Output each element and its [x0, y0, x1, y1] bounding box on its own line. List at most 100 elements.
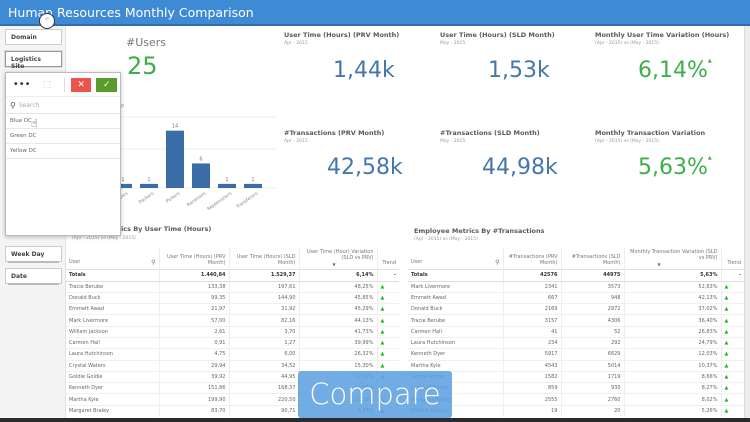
- value-cell: 39,99%: [298, 336, 377, 349]
- column-header[interactable]: #Transactions (PRV Month): [502, 247, 561, 269]
- column-header[interactable]: Monthly Transaction Variation (SLD vs PR…: [623, 247, 721, 269]
- value-cell: 292: [560, 336, 624, 349]
- trend-up-icon: ▲: [376, 280, 399, 293]
- sort-descending-icon[interactable]: ▼: [332, 261, 336, 267]
- search-icon[interactable]: ⚲: [495, 259, 500, 266]
- filter-label: Domain: [11, 34, 37, 41]
- bar-consultants[interactable]: [114, 183, 132, 188]
- table-row[interactable]: Martha Kyle 4543 5014 10,37% ▲: [408, 359, 744, 372]
- user-name-cell: Tracie Berube: [66, 280, 159, 293]
- filter-progress-bar: [8, 283, 59, 285]
- value-cell: 39,92: [158, 370, 229, 383]
- trend-up-icon: ▲: [720, 303, 744, 315]
- bar-value-label: 1: [251, 177, 254, 183]
- totals-row[interactable]: Totals 1.440,84 1.529,37 6,14% -: [66, 268, 399, 282]
- x-tick-label: Receivers: [186, 190, 208, 208]
- sort-descending-icon[interactable]: ▼: [657, 261, 661, 267]
- column-header[interactable]: User Time (Hour) Variation (SLD vs PRV) ▼: [298, 247, 377, 269]
- table-row[interactable]: William Jackson19205,26%▲: [408, 404, 744, 417]
- search-icon[interactable]: ⚲: [151, 259, 156, 266]
- filter-label: Logistics Site: [11, 56, 41, 70]
- value-cell: 930: [560, 382, 624, 394]
- table-row[interactable]: Laura Hutchinson 234 292 24,79% ▲: [408, 336, 744, 349]
- user-name-cell: Donald Buck: [66, 291, 159, 304]
- table-row[interactable]: Donald Buck 99,35 144,90 45,85% ▲: [66, 291, 399, 304]
- value-cell: 1719: [560, 370, 624, 383]
- listbox-item-green-dc[interactable]: Green DC: [6, 129, 120, 144]
- value-cell: 5014: [560, 359, 624, 372]
- value-cell: 133,38: [158, 280, 229, 293]
- column-header-user[interactable]: User ⚲: [411, 259, 500, 266]
- bar-replenishers[interactable]: [218, 183, 236, 188]
- confirm-selection-button[interactable]: ✓: [96, 77, 118, 92]
- lasso-select-icon[interactable]: ⬚: [42, 79, 52, 90]
- table-row[interactable]: Mark Livermore 2341 3573 52,63% ▲: [408, 280, 744, 293]
- more-options-icon[interactable]: •••: [12, 79, 31, 90]
- table-row[interactable]: Tracie Berube 3157 4306 36,40% ▲: [408, 314, 744, 327]
- app-title: Human Resources Monthly Comparison: [8, 5, 254, 20]
- value-cell: 1582: [502, 370, 561, 383]
- column-header[interactable]: #Transactions (SLD Month): [560, 247, 624, 269]
- table-row[interactable]: Crystal Waters8599308,27%▲: [408, 382, 744, 394]
- listbox-item-yellow-dc[interactable]: Yellow DC: [6, 144, 120, 159]
- table-row[interactable]: Kenneth Dyer 5917 6629 12,03% ▲: [408, 348, 744, 361]
- value-cell: 6629: [560, 348, 624, 361]
- value-cell: 197,61: [228, 280, 299, 293]
- cancel-selection-button[interactable]: ✕: [70, 77, 92, 92]
- value-cell: 26,32%: [298, 348, 377, 361]
- totals-row[interactable]: Totals 42576 44975 5,63% -: [408, 268, 744, 282]
- trend-up-icon: ▲: [376, 359, 399, 372]
- transactions-table: User ⚲ #Transactions (PRV Month) #Transac…: [408, 247, 744, 417]
- value-cell: 41,73%: [298, 325, 377, 338]
- user-name-cell: Margaret Braley: [66, 404, 159, 417]
- value-cell: 26,83%: [623, 325, 721, 338]
- user-name-cell: Martha Kyle: [66, 393, 159, 406]
- column-header-user[interactable]: User ⚲: [69, 259, 156, 266]
- table-row[interactable]: Carmen Hall 41 52 26,83% ▲: [408, 325, 744, 338]
- compare-overlay-label: Compare: [298, 371, 452, 418]
- trend-up-icon: ▲: [720, 348, 744, 361]
- table-row[interactable]: Margaret Braley255527608,02%▲: [408, 393, 744, 406]
- user-name-cell: Carmen Hall: [66, 336, 159, 349]
- value-cell: 36,40%: [623, 314, 721, 327]
- vertical-scrollbar[interactable]: [744, 26, 750, 418]
- table-row[interactable]: Crystal Waters 29,94 34,52 15,30% ▲: [66, 359, 399, 372]
- bar-receivers[interactable]: [192, 163, 210, 188]
- table-row[interactable]: Donald Buck 2169 2972 37,02% ▲: [408, 303, 744, 315]
- value-cell: 168,37: [228, 382, 299, 394]
- column-header[interactable]: Trend: [720, 247, 744, 269]
- value-cell: 12,03%: [623, 348, 721, 361]
- column-header[interactable]: User Time (Hours) (SLD Month): [228, 247, 299, 269]
- filter-date[interactable]: Date: [5, 268, 62, 285]
- value-cell: 948: [560, 291, 624, 304]
- kpi-value: 5,63%▲: [638, 155, 712, 180]
- toolbar-divider: [63, 77, 65, 92]
- user-name-cell: Carmen Hall: [408, 325, 503, 338]
- kpi-title: Monthly Transaction Variation: [595, 129, 706, 137]
- user-name-cell: Goldie Goldie: [66, 370, 159, 383]
- kpi-title: #Transactions (SLD Month): [440, 129, 540, 137]
- listbox-search-field[interactable]: ⚲ Search: [6, 97, 120, 114]
- table-row[interactable]: Emmett Awad 21,97 31,92 45,29% ▲: [66, 303, 399, 315]
- table-row[interactable]: Goldie Goldie158217198,66%▲: [408, 370, 744, 383]
- value-cell: 8,27%: [623, 382, 721, 394]
- filter-week-day[interactable]: Week Day: [5, 246, 62, 263]
- table-row[interactable]: William Jackson 2,61 3,70 41,73% ▲: [66, 325, 399, 338]
- bar-value-label: 1: [121, 177, 124, 183]
- table-row[interactable]: Mark Livermore 57,00 82,16 44,13% ▲: [66, 314, 399, 327]
- filter-logistics-site[interactable]: Logistics Site: [5, 51, 62, 70]
- bar-transferers[interactable]: [244, 183, 262, 188]
- user-name-cell: Totals: [66, 268, 159, 282]
- bar-packers[interactable]: [140, 183, 158, 188]
- table-row[interactable]: Carmen Hall 0,91 1,27 39,99% ▲: [66, 336, 399, 349]
- kpi-subtitle: Apr - 2015: [284, 139, 308, 144]
- listbox-item-blue-dc[interactable]: Blue DC: [6, 114, 120, 129]
- column-header[interactable]: User Time (Hours) (PRV Month): [158, 247, 229, 269]
- table-row[interactable]: Emmett Awad 667 948 42,13% ▲: [408, 291, 744, 304]
- bar-pickers[interactable]: [166, 130, 184, 188]
- table-row[interactable]: Tracie Berube 133,38 197,61 48,25% ▲: [66, 280, 399, 293]
- column-header[interactable]: Trend: [376, 247, 399, 269]
- table-row[interactable]: Laura Hutchinson 4,75 6,00 26,32% ▲: [66, 348, 399, 361]
- filter-domain[interactable]: Domain: [5, 29, 62, 45]
- value-cell: 8,66%: [623, 370, 721, 383]
